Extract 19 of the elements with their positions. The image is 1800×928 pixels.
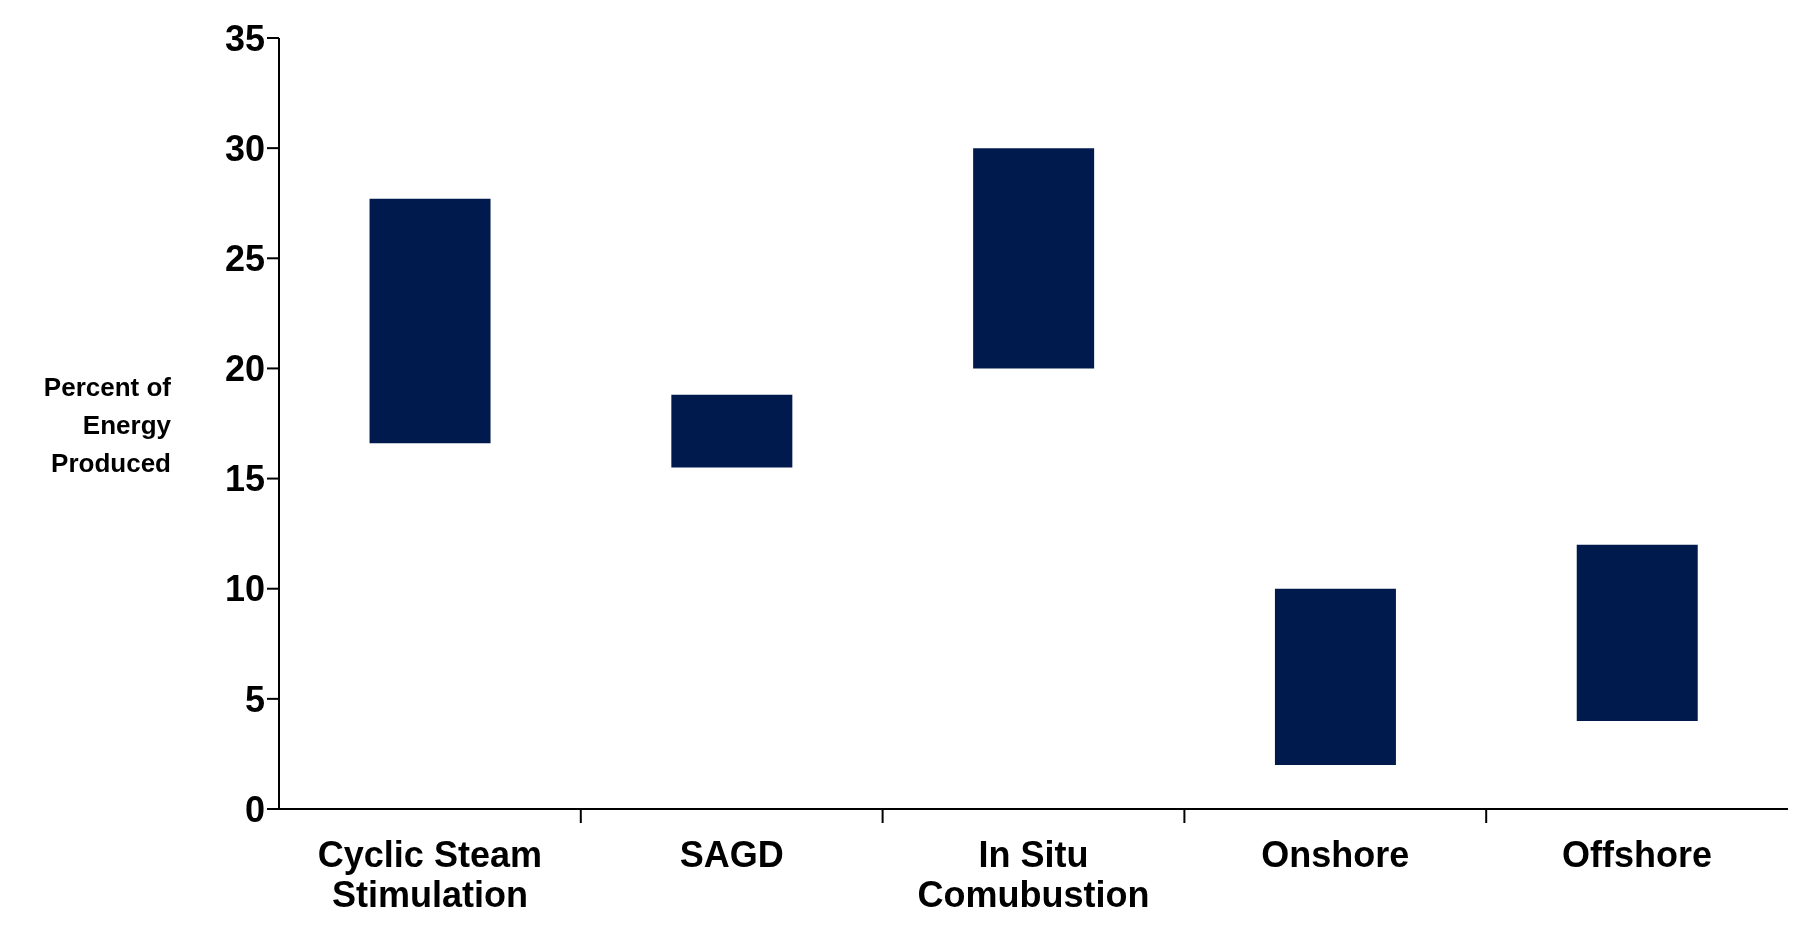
bar xyxy=(973,148,1095,369)
x-tick-label: SAGD xyxy=(679,834,784,875)
y-tick-label: 15 xyxy=(224,458,265,500)
x-tick-label: Cyclic Steam Stimulation xyxy=(317,834,542,915)
bar xyxy=(369,198,491,444)
y-tick-label: 20 xyxy=(224,348,265,390)
x-tick-label: Offshore xyxy=(1562,834,1713,875)
y-tick-label: 35 xyxy=(224,17,265,59)
y-tick-label: 0 xyxy=(244,788,265,830)
x-tick-label: Onshore xyxy=(1261,834,1410,875)
y-tick-label: 30 xyxy=(224,127,265,169)
x-tick-label: In Situ Comubustion xyxy=(917,834,1150,915)
bar xyxy=(1576,544,1698,721)
y-tick-label: 10 xyxy=(224,568,265,610)
y-tick-label: 5 xyxy=(244,678,265,720)
y-tick-label: 25 xyxy=(224,238,265,280)
bar xyxy=(671,394,793,468)
bar xyxy=(1274,588,1396,765)
y-axis-title: Percent of Energy Produced xyxy=(43,371,172,478)
